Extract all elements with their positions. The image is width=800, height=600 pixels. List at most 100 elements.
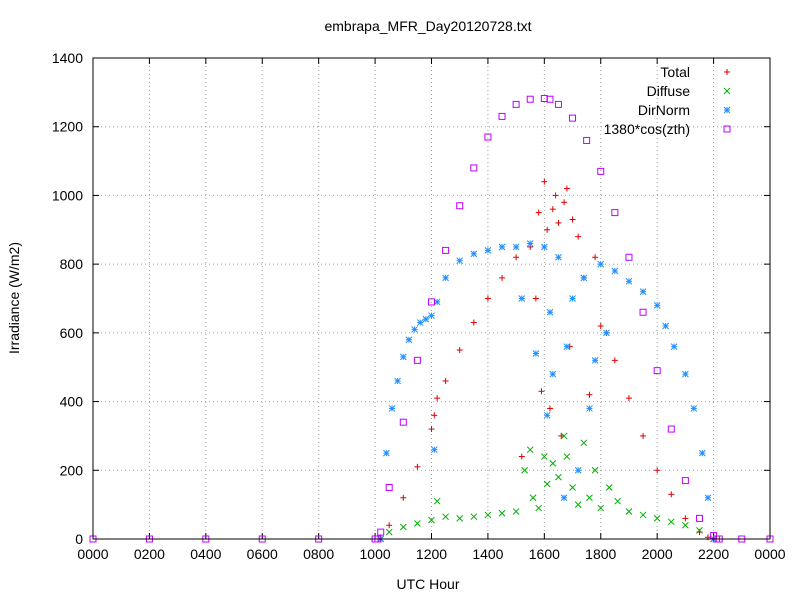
data-point [499,274,506,281]
data-point [470,250,478,258]
x-tick-label: 0400 [190,546,221,562]
data-point [549,460,557,467]
data-point [574,501,582,508]
data-point [513,254,520,261]
data-point [668,491,675,498]
data-point [518,295,526,302]
data-point [526,446,534,454]
data-point [538,388,545,395]
y-tick-label: 600 [60,325,84,341]
data-point [681,477,689,485]
data-point [704,494,712,502]
data-point [385,528,393,536]
data-point [442,246,450,254]
data-point [544,226,551,233]
y-tick-label: 1200 [52,119,83,135]
series-1380-cos-zth [89,95,774,543]
data-point [586,391,593,398]
data-point [399,353,407,361]
data-point [667,425,675,433]
data-point [580,274,588,282]
data-point [597,260,605,268]
data-point [605,484,613,491]
data-point [484,511,492,519]
y-tick-label: 800 [60,256,84,272]
data-point [592,254,599,261]
data-point [614,497,622,505]
y-tick-label: 0 [75,531,83,547]
chart-title: embrapa_MFR_Day20120728.txt [324,18,531,34]
data-point [383,449,390,457]
data-point [456,515,464,522]
data-point [611,357,618,364]
data-point [597,504,605,512]
x-tick-label: 0000 [77,546,108,562]
data-point [512,508,520,515]
data-point [521,466,528,474]
data-point [639,511,647,519]
data-point [431,412,438,419]
data-point [653,302,661,309]
data-point [653,367,661,375]
data-point [639,288,647,295]
data-point [549,370,557,378]
data-point [535,209,542,216]
data-point [470,513,478,521]
data-point [456,202,464,210]
data-point [597,167,605,175]
x-tick-label: 1000 [360,546,391,562]
data-point [433,497,441,505]
y-tick-label: 400 [60,394,84,410]
data-point [526,240,534,247]
data-point [667,518,675,526]
x-tick-label: 0800 [303,546,334,562]
x-tick-label: 1600 [529,546,560,562]
data-point [498,509,506,517]
data-point [405,336,413,344]
data-point [552,192,559,199]
data-point [574,466,582,474]
data-point [470,319,477,326]
legend-marker [723,125,731,133]
data-point [569,484,576,491]
data-point [682,370,689,378]
data-point [662,322,669,330]
data-point [400,494,407,501]
data-point [498,112,506,120]
data-point [541,178,548,185]
data-point [563,185,570,192]
data-point [682,521,689,529]
x-tick-label: 0600 [247,546,278,562]
data-point [583,136,591,144]
series-diffuse [377,432,717,543]
data-point [442,377,449,384]
data-point [399,418,407,426]
data-point [414,520,421,527]
data-point [554,100,562,108]
legend-label: Total [660,64,690,80]
data-point [549,206,556,213]
data-point [543,411,551,419]
legend-marker [723,87,731,95]
data-point [575,233,582,240]
data-point [428,298,435,306]
data-point [540,243,548,251]
data-point [512,243,520,251]
data-point [580,439,588,447]
series-dirnorm [377,240,717,543]
legend-label: Diffuse [647,83,691,99]
data-point [670,343,678,350]
data-point [498,243,506,251]
data-point [456,347,463,354]
data-point [540,453,548,460]
data-point [639,308,647,316]
y-tick-label: 200 [60,462,84,478]
x-axis-label: UTC Hour [396,576,459,592]
data-point [569,295,576,302]
data-point [526,95,534,103]
series-total [377,178,717,542]
data-point [518,453,525,460]
data-point [413,356,421,364]
data-point [611,209,619,217]
